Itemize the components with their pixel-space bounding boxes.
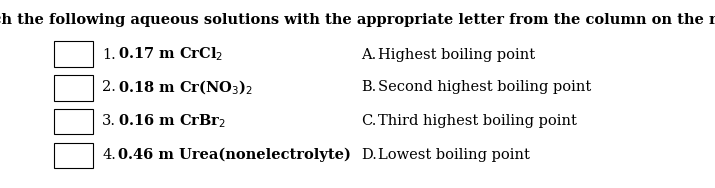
Text: D.: D.: [361, 148, 377, 162]
Text: 1.: 1.: [102, 48, 116, 61]
FancyBboxPatch shape: [54, 109, 93, 134]
Text: Lowest boiling point: Lowest boiling point: [378, 148, 529, 162]
Text: 2.: 2.: [102, 80, 116, 94]
Text: B.: B.: [361, 80, 376, 94]
Text: Second highest boiling point: Second highest boiling point: [378, 80, 591, 94]
Text: 4.: 4.: [102, 148, 116, 162]
Text: Third highest boiling point: Third highest boiling point: [378, 114, 576, 128]
Text: 0.16 m CrBr$_2$: 0.16 m CrBr$_2$: [118, 112, 226, 130]
Text: 0.46 m Urea(nonelectrolyte): 0.46 m Urea(nonelectrolyte): [118, 148, 351, 162]
FancyBboxPatch shape: [54, 75, 93, 101]
Text: A.: A.: [361, 48, 376, 61]
FancyBboxPatch shape: [54, 143, 93, 168]
Text: Highest boiling point: Highest boiling point: [378, 48, 535, 61]
Text: Match the following aqueous solutions with the appropriate letter from the colum: Match the following aqueous solutions wi…: [0, 13, 715, 27]
Text: C.: C.: [361, 114, 377, 128]
Text: 3.: 3.: [102, 114, 117, 128]
Text: 0.18 m Cr(NO$_3$)$_2$: 0.18 m Cr(NO$_3$)$_2$: [118, 78, 253, 97]
Text: 0.17 m CrCl$_2$: 0.17 m CrCl$_2$: [118, 46, 223, 63]
FancyBboxPatch shape: [54, 41, 93, 67]
